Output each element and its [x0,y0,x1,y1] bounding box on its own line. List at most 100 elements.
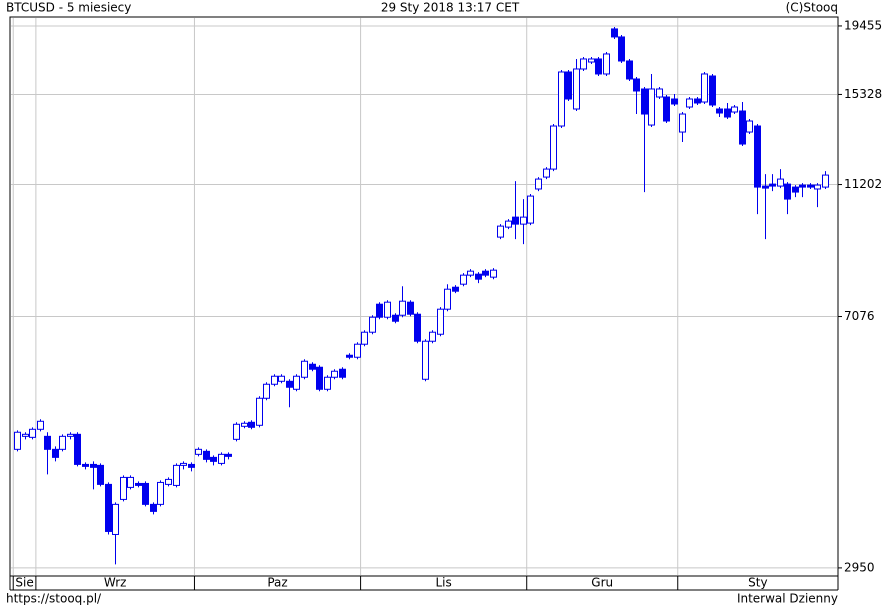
candle-body [663,96,670,122]
candle-body [527,195,534,224]
candle-body [74,433,81,465]
x-tick-label: Sie [15,576,33,590]
candle-body [543,168,550,178]
candle-body [157,481,164,505]
candle-body [520,216,527,225]
candle-body [278,375,285,382]
candle-body [324,376,331,390]
candle-body [316,366,323,390]
candle-body [467,270,474,276]
x-tick-label: Sty [748,576,767,590]
candle-body [444,288,451,310]
footer-interval: Interwal Dzienny [737,592,838,606]
chart-source: (C)Stooq [786,1,838,15]
candle-body [120,476,127,500]
y-tick-label: 7076 [844,309,875,323]
candle-body [346,354,353,358]
y-tick-label: 2950 [844,560,875,574]
candle-body [248,421,255,428]
candle-body [701,73,708,103]
candle-body [807,184,814,188]
candle-body [452,286,459,292]
candle-body [233,423,240,440]
candle-body [558,71,565,127]
candle-body [301,360,308,378]
candle-body [195,448,202,455]
candle-body [595,58,602,75]
candle-body [14,431,21,450]
candle-body [142,482,149,505]
candle-body [135,482,142,486]
candle-body [588,58,595,63]
candle-body [241,422,248,427]
candle-body [376,303,383,318]
candle-body [784,183,791,200]
candle-body [739,110,746,145]
candle-body [437,308,444,335]
candle-body [407,301,414,315]
candle-body [29,428,36,438]
candle-body [309,363,316,370]
candle-body [769,183,776,187]
candle-body [648,88,655,126]
candle-body [354,343,361,358]
candle-body [550,125,557,170]
candle-body [52,448,59,458]
candle-body [422,340,429,380]
y-tick-label: 11202 [844,177,882,191]
candle-body [709,75,716,106]
x-tick-label: Lis [436,576,452,590]
candle-body [384,301,391,318]
candle-body [293,375,300,390]
plot-frame [9,16,839,577]
candle-body [127,476,134,488]
candle-body [37,420,44,430]
candle-body [203,450,210,460]
candle-body [754,125,761,188]
candle-body [256,397,263,426]
chart-title: BTCUSD - 5 miesiecy [6,1,131,15]
candle-body [671,98,678,105]
footer-link: https://stooq.pl/ [6,592,102,606]
candle-body [263,383,270,399]
candle-body [82,463,89,467]
candle-body [535,178,542,190]
candle-body [573,68,580,110]
x-tick-label: Gru [591,576,613,590]
y-tick-label: 15328 [844,87,882,101]
candle-body [414,313,421,342]
candle-body [271,375,278,385]
candle-body [59,435,66,450]
candle-body [633,78,640,92]
candle-body [165,478,172,485]
candle-body [611,28,618,38]
candle-body [565,71,572,100]
candle-body [686,98,693,108]
candle-body [399,300,406,316]
candle-body [694,98,701,104]
candle-body [475,273,482,280]
candle-body [656,88,663,98]
candle-body [792,186,799,193]
candle-body [603,53,610,75]
candle-body [777,178,784,187]
candle-body [482,270,489,276]
candle-body [762,185,769,189]
chart-date: 29 Sty 2018 13:17 CET [381,1,520,15]
candle-body [369,316,376,333]
candle-body [22,433,29,437]
y-tick-label: 19455 [844,18,882,32]
candle-body [580,58,587,70]
candle-body [105,483,112,532]
candle-body [512,216,519,225]
candle-body [173,464,180,486]
candle-body [505,220,512,228]
candle-body [361,331,368,345]
candle-body [90,463,97,468]
x-tick-label: Paz [267,576,287,590]
candle-body [746,120,753,133]
candle-body [641,88,648,115]
candle-body [67,433,74,437]
